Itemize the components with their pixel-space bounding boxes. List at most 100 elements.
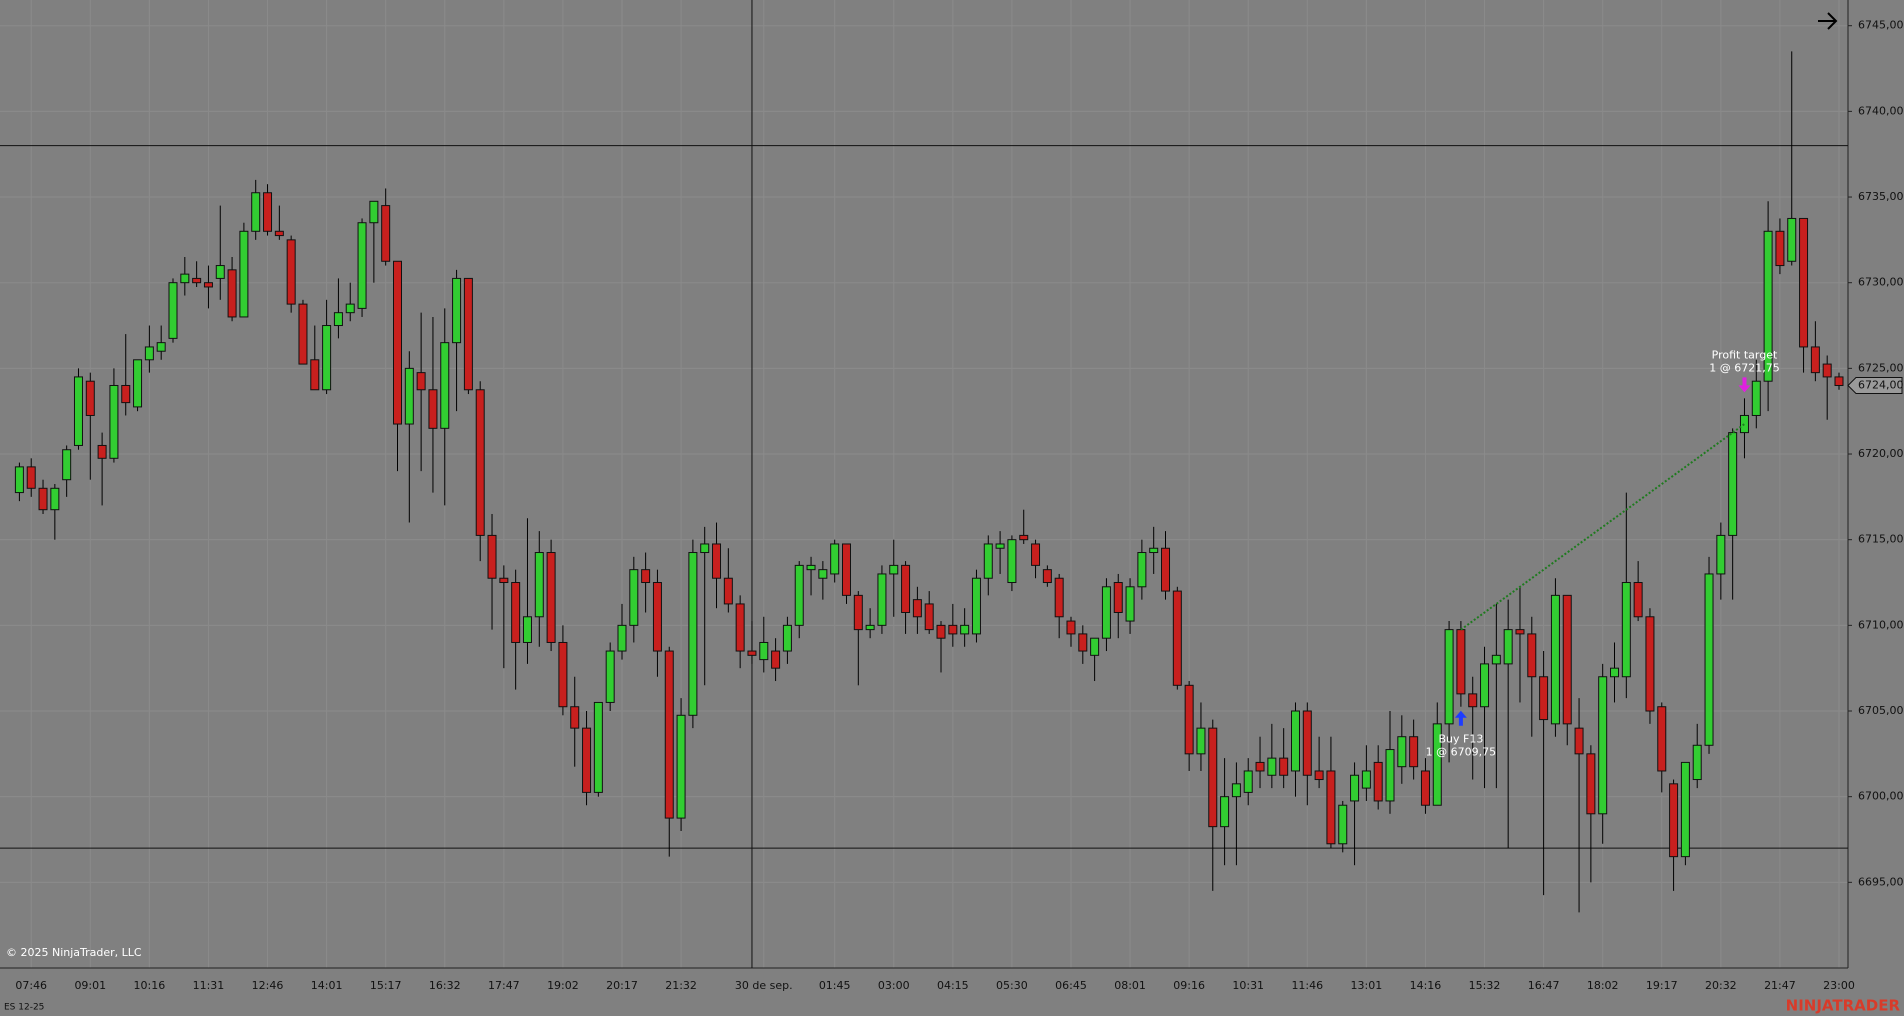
candle-body [593, 701, 603, 793]
candle-body [889, 564, 899, 575]
candle-body [499, 577, 509, 584]
candle-body [1480, 663, 1490, 708]
candle-body [936, 624, 946, 639]
x-tick-label: 18:02 [1587, 979, 1619, 992]
candle-body [357, 222, 367, 309]
candle-body [333, 312, 343, 327]
candle-body [971, 577, 981, 635]
candle-body [629, 569, 639, 626]
candle-body [582, 727, 592, 793]
candle-body [1787, 217, 1797, 262]
candle-body [1633, 582, 1643, 618]
y-tick-label: 6725,00 [1858, 361, 1904, 374]
candle-body [1739, 414, 1749, 434]
candle-body [1090, 637, 1100, 656]
candle-body [1019, 534, 1029, 541]
candle-body [97, 444, 107, 459]
x-tick-label: 19:02 [547, 979, 579, 992]
x-tick-label: 16:32 [429, 979, 461, 992]
watermark: NINJATRADER [1786, 997, 1901, 1015]
candle-body [901, 564, 911, 613]
candle-body [1137, 552, 1147, 588]
candle-body [841, 543, 851, 596]
candle-body [865, 624, 875, 631]
x-tick-label: 20:32 [1705, 979, 1737, 992]
candle-body [1125, 586, 1135, 622]
candle-body [227, 269, 237, 318]
candle-body [26, 466, 36, 489]
candle-body [1255, 761, 1265, 772]
candle-body [1054, 577, 1064, 618]
candle-body [605, 650, 615, 703]
candle-body [1243, 770, 1253, 793]
candle-body [416, 372, 426, 391]
candle-body [298, 303, 308, 365]
candle-body [1716, 534, 1726, 575]
candle-body [144, 346, 154, 361]
candle-body [180, 273, 190, 284]
candle-body [475, 389, 485, 536]
x-tick-label: 09:01 [74, 979, 106, 992]
candle-body [1385, 749, 1395, 802]
candle-body [700, 543, 710, 554]
candle-body [924, 603, 934, 631]
candle-body [1113, 582, 1123, 613]
candle-body [534, 552, 544, 618]
candle-body [1302, 710, 1312, 776]
candle-body [806, 564, 816, 571]
candle-body [345, 303, 355, 314]
x-tick-label: 15:17 [370, 979, 402, 992]
x-tick-label: 01:45 [819, 979, 851, 992]
candle-body [1267, 757, 1277, 776]
candle-body [1031, 543, 1041, 566]
candle-body [286, 239, 296, 305]
candle-body [960, 624, 970, 635]
candle-body [1598, 676, 1608, 815]
x-tick-label: 15:32 [1469, 979, 1501, 992]
candle-body [322, 325, 332, 391]
candle-body [73, 376, 83, 446]
candle-body [168, 282, 178, 339]
candle-body [1444, 629, 1454, 725]
candle-body [121, 384, 131, 404]
candle-body [1810, 346, 1820, 374]
candle-body [310, 359, 320, 391]
entry-label: Buy F13 [1438, 733, 1483, 746]
candle-body [215, 265, 225, 279]
candle-body [1208, 727, 1218, 828]
candle-body [38, 487, 48, 511]
candle-body [85, 380, 95, 416]
candle-body [995, 543, 1005, 549]
candle-body [1669, 783, 1679, 858]
candle-body [558, 641, 568, 708]
x-tick-label: 07:46 [15, 979, 47, 992]
x-tick-label: 21:47 [1764, 979, 1796, 992]
candle-body [1586, 753, 1596, 815]
candle-body [369, 200, 379, 224]
candle-body [62, 449, 72, 481]
candle-body [192, 277, 202, 284]
candle-body [1680, 761, 1690, 858]
candle-body [1621, 582, 1631, 678]
exit-detail: 1 @ 6721,75 [1709, 361, 1779, 374]
candle-body [133, 359, 143, 408]
candle-body [794, 564, 804, 626]
x-tick-label: 06:45 [1055, 979, 1087, 992]
candle-body [1231, 783, 1241, 798]
candle-body [1562, 594, 1572, 725]
x-tick-label: 17:47 [488, 979, 520, 992]
candle-body [1539, 676, 1549, 721]
candle-body [570, 706, 580, 729]
candle-body [747, 650, 757, 656]
candle-body [1420, 770, 1430, 806]
candle-body [156, 342, 166, 352]
candle-body [428, 389, 438, 429]
candle-body [1527, 633, 1537, 678]
x-tick-label: 10:16 [134, 979, 166, 992]
x-tick-label: 04:15 [937, 979, 969, 992]
candle-body [463, 277, 473, 391]
entry-detail: 1 @ 6709,75 [1426, 746, 1496, 759]
y-tick-label: 6710,00 [1858, 618, 1904, 631]
candle-body [641, 569, 651, 584]
candle-body [1610, 667, 1620, 678]
